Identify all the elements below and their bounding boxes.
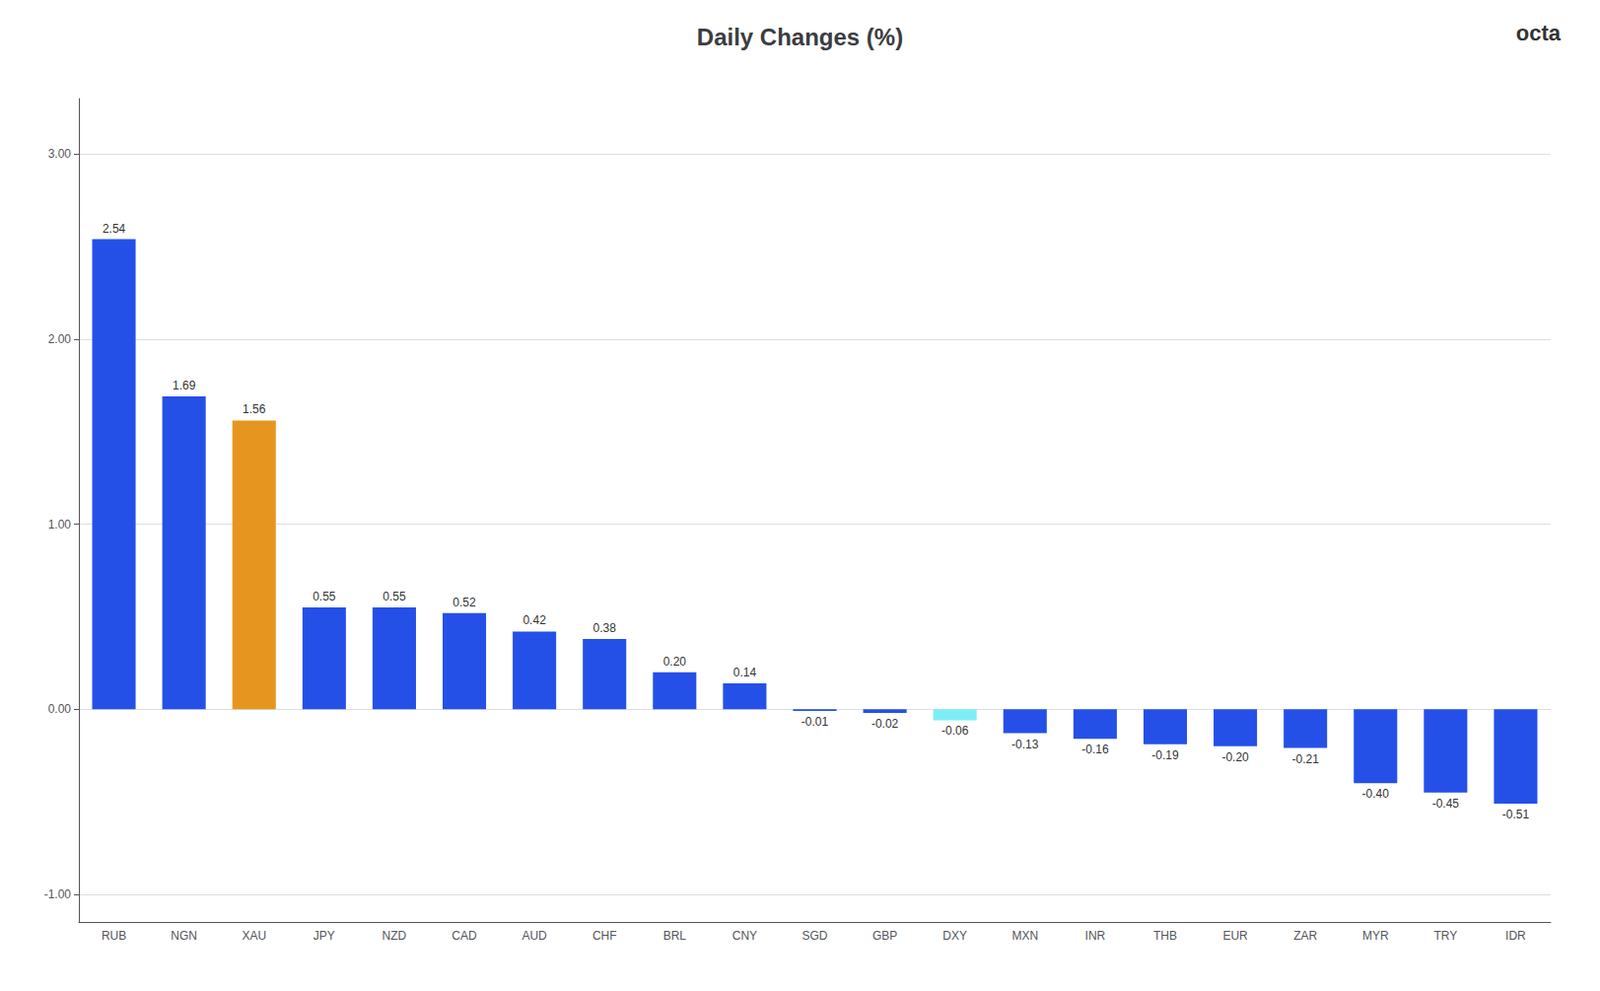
svg-text:EUR: EUR bbox=[1222, 928, 1249, 943]
svg-text:1.56: 1.56 bbox=[242, 402, 267, 417]
svg-text:octa: octa bbox=[1516, 20, 1562, 46]
svg-text:NGN: NGN bbox=[170, 928, 198, 943]
svg-text:Daily Changes (%): Daily Changes (%) bbox=[696, 23, 904, 51]
svg-text:ZAR: ZAR bbox=[1293, 928, 1318, 943]
svg-text:MXN: MXN bbox=[1011, 928, 1039, 943]
svg-text:CHF: CHF bbox=[592, 928, 618, 943]
svg-text:-0.02: -0.02 bbox=[871, 716, 900, 731]
svg-text:-0.45: -0.45 bbox=[1432, 796, 1461, 811]
svg-text:-0.19: -0.19 bbox=[1151, 748, 1180, 763]
svg-text:IDR: IDR bbox=[1505, 928, 1527, 943]
svg-text:1.00: 1.00 bbox=[48, 517, 72, 532]
svg-text:TRY: TRY bbox=[1433, 928, 1458, 943]
svg-text:THB: THB bbox=[1153, 928, 1178, 943]
svg-text:0.55: 0.55 bbox=[312, 589, 337, 604]
svg-text:2.54: 2.54 bbox=[102, 221, 127, 236]
svg-text:-0.51: -0.51 bbox=[1502, 807, 1531, 822]
svg-text:-0.40: -0.40 bbox=[1362, 786, 1391, 801]
svg-text:-1.00: -1.00 bbox=[44, 887, 72, 902]
svg-text:CAD: CAD bbox=[451, 928, 478, 943]
svg-text:SGD: SGD bbox=[801, 928, 828, 943]
svg-text:JPY: JPY bbox=[313, 928, 336, 943]
svg-text:-0.21: -0.21 bbox=[1291, 752, 1320, 766]
svg-text:XAU: XAU bbox=[241, 928, 267, 943]
svg-text:-0.06: -0.06 bbox=[941, 723, 970, 738]
svg-text:BRL: BRL bbox=[663, 928, 688, 943]
svg-text:2.00: 2.00 bbox=[48, 332, 72, 347]
svg-text:-0.20: -0.20 bbox=[1221, 750, 1250, 765]
svg-text:INR: INR bbox=[1085, 928, 1107, 943]
svg-text:3.00: 3.00 bbox=[48, 146, 72, 161]
svg-text:0.20: 0.20 bbox=[663, 654, 688, 669]
svg-text:-0.16: -0.16 bbox=[1081, 742, 1110, 757]
svg-text:0.52: 0.52 bbox=[452, 595, 477, 610]
svg-text:NZD: NZD bbox=[382, 928, 408, 943]
svg-text:-0.01: -0.01 bbox=[801, 714, 830, 729]
svg-text:DXY: DXY bbox=[942, 928, 968, 943]
svg-text:0.38: 0.38 bbox=[593, 621, 618, 635]
svg-text:0.42: 0.42 bbox=[522, 613, 547, 627]
svg-text:GBP: GBP bbox=[872, 928, 898, 943]
svg-text:1.69: 1.69 bbox=[172, 378, 197, 393]
svg-text:CNY: CNY bbox=[732, 928, 758, 943]
svg-text:MYR: MYR bbox=[1362, 928, 1390, 943]
svg-text:0.55: 0.55 bbox=[382, 589, 407, 604]
svg-text:0.00: 0.00 bbox=[48, 701, 72, 716]
svg-text:AUD: AUD bbox=[521, 928, 548, 943]
svg-text:-0.13: -0.13 bbox=[1011, 737, 1040, 752]
svg-text:0.14: 0.14 bbox=[733, 665, 758, 680]
svg-text:RUB: RUB bbox=[101, 928, 127, 943]
